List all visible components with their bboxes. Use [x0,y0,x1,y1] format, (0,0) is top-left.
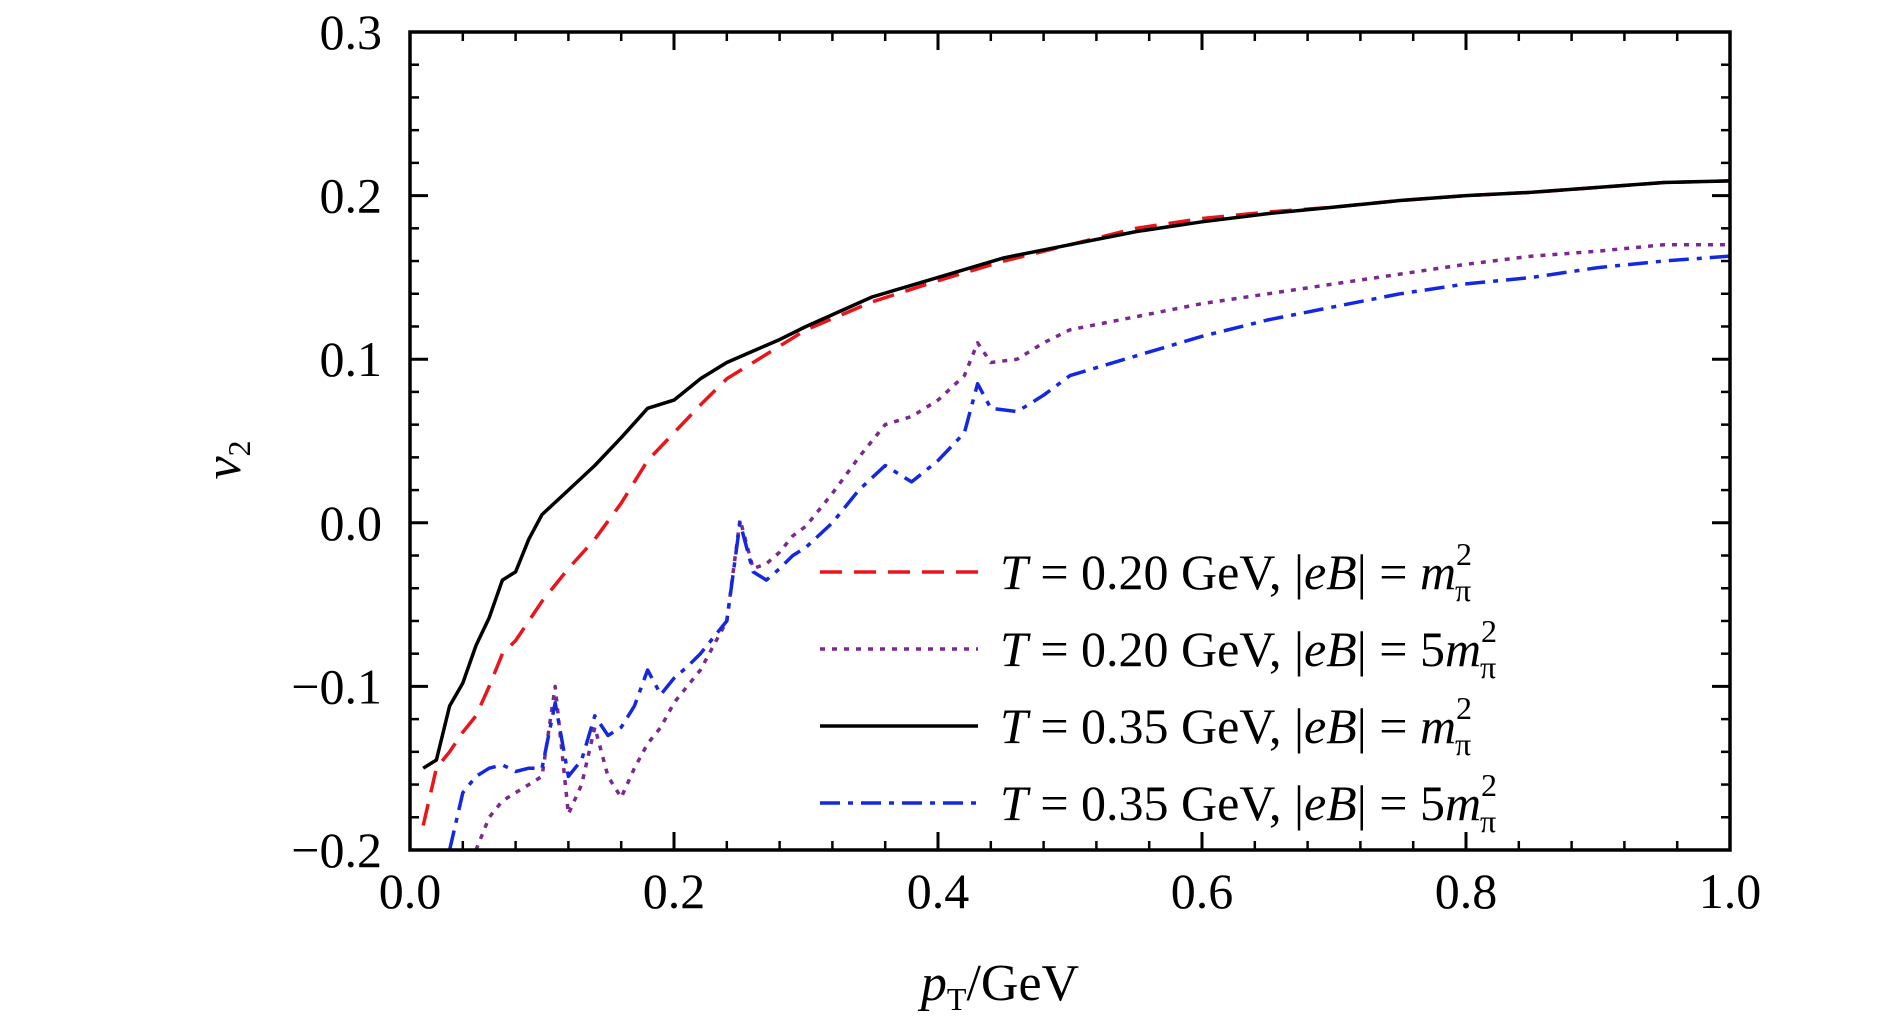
y-tick-label-5: 0.3 [320,4,383,60]
y-axis-title-sub: 2 [221,440,257,456]
x-tick-label-2: 0.4 [907,863,970,919]
legend-label-2: T = 0.35 GeV, |eB| = m2 π [1000,690,1472,762]
y-tick-label-2: 0.0 [320,495,383,551]
y-axis-title-main: v [195,456,252,480]
legend-label-1: T = 0.20 GeV, |eB| = 5m2 π [1000,613,1497,685]
x-tick-label-1: 0.2 [643,863,706,919]
legend: T = 0.20 GeV, |eB| = m2 πT = 0.20 GeV, |e… [820,536,1497,839]
x-tick-label-5: 1.0 [1699,863,1762,919]
series-line-2 [422,179,1730,770]
series-layer [421,179,1730,850]
x-axis-title-main: p [917,955,947,1012]
legend-label-3: T = 0.35 GeV, |eB| = 5m2 π [1000,767,1497,839]
x-tick-label-4: 0.8 [1435,863,1498,919]
plot-frame [408,30,1732,852]
x-axis-title-rest: /GeV [966,955,1079,1012]
x-axis-title-sub: T [947,981,967,1017]
x-axis-title: pT/GeV [917,955,1079,1017]
ticks-layer [408,30,1732,852]
y-tick-label-4: 0.2 [320,168,383,224]
series-line-3 [447,254,1730,850]
series-line-0 [421,179,1730,826]
legend-label-0: T = 0.20 GeV, |eB| = m2 π [1000,536,1472,608]
x-tick-label-3: 0.6 [1171,863,1234,919]
y-tick-label-3: 0.1 [320,331,383,387]
y-axis-title: v2 [195,440,257,479]
y-tick-label-1: −0.1 [291,658,382,714]
labels-layer: 0.0 0.2 0.4 0.6 0.8 1.0 −0.2 −0.1 0.0 0.1 0.2 0.3 [291,4,1761,919]
series-line-1 [474,242,1730,850]
y-tick-label-0: −0.2 [291,822,382,878]
x-tick-label-0: 0.0 [379,863,442,919]
